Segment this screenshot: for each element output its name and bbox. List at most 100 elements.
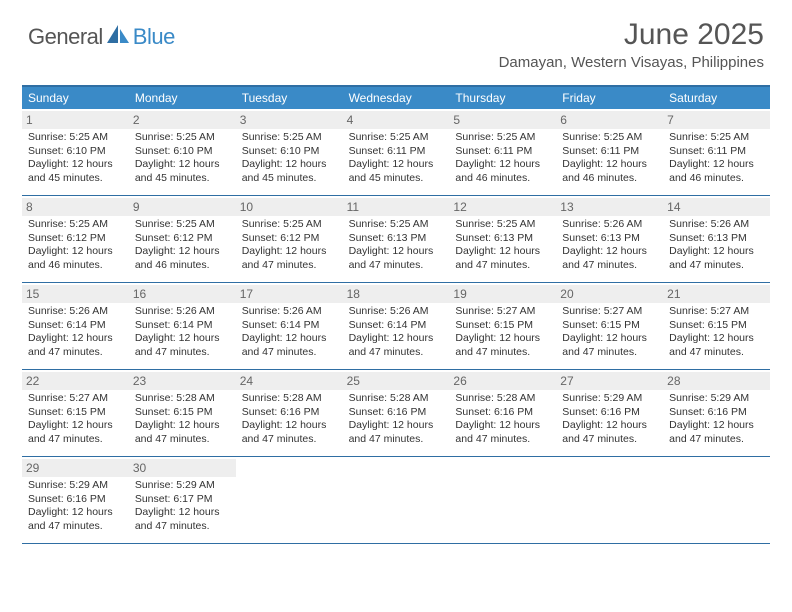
header: General Blue June 2025 Damayan, Western … bbox=[0, 0, 792, 77]
sunrise-line: Sunrise: 5:26 AM bbox=[349, 305, 444, 319]
daylight-line: Daylight: 12 hours and 47 minutes. bbox=[562, 332, 657, 359]
day-cell: 4Sunrise: 5:25 AMSunset: 6:11 PMDaylight… bbox=[343, 109, 450, 195]
sunset-line: Sunset: 6:16 PM bbox=[28, 493, 123, 507]
day-number: 7 bbox=[663, 111, 770, 129]
dow-cell: Sunday bbox=[22, 87, 129, 109]
location-text: Damayan, Western Visayas, Philippines bbox=[499, 54, 764, 71]
day-number: 24 bbox=[236, 372, 343, 390]
daylight-line: Daylight: 12 hours and 47 minutes. bbox=[135, 332, 230, 359]
day-cell-empty bbox=[663, 457, 770, 543]
dow-cell: Thursday bbox=[449, 87, 556, 109]
logo-text-general: General bbox=[28, 24, 103, 50]
day-number: 19 bbox=[449, 285, 556, 303]
day-cell: 26 Sunrise: 5:28 AMSunset: 6:16 PMDayligh… bbox=[449, 370, 556, 456]
day-cell: 1Sunrise: 5:25 AMSunset: 6:10 PMDaylight… bbox=[22, 109, 129, 195]
sunrise-line: Sunrise: 5:28 AM bbox=[455, 392, 550, 406]
daylight-line: Daylight: 12 hours and 47 minutes. bbox=[242, 245, 337, 272]
sunset-line: Sunset: 6:10 PM bbox=[28, 145, 123, 159]
daylight-line: Daylight: 12 hours and 45 minutes. bbox=[135, 158, 230, 185]
day-cell: 18 Sunrise: 5:26 AMSunset: 6:14 PMDayligh… bbox=[343, 283, 450, 369]
sunset-line: Sunset: 6:16 PM bbox=[455, 406, 550, 420]
day-cell-empty bbox=[343, 457, 450, 543]
sunrise-line: Sunrise: 5:26 AM bbox=[28, 305, 123, 319]
sunrise-line: Sunrise: 5:25 AM bbox=[669, 131, 764, 145]
sunset-line: Sunset: 6:13 PM bbox=[455, 232, 550, 246]
sunset-line: Sunset: 6:14 PM bbox=[349, 319, 444, 333]
daylight-line: Daylight: 12 hours and 45 minutes. bbox=[349, 158, 444, 185]
day-number: 29 bbox=[22, 459, 129, 477]
day-number: 14 bbox=[663, 198, 770, 216]
days-of-week-row: SundayMondayTuesdayWednesdayThursdayFrid… bbox=[22, 87, 770, 109]
daylight-line: Daylight: 12 hours and 47 minutes. bbox=[349, 332, 444, 359]
day-cell: 29 Sunrise: 5:29 AMSunset: 6:16 PMDayligh… bbox=[22, 457, 129, 543]
sunrise-line: Sunrise: 5:27 AM bbox=[562, 305, 657, 319]
sunrise-line: Sunrise: 5:25 AM bbox=[242, 131, 337, 145]
day-cell: 17 Sunrise: 5:26 AMSunset: 6:14 PMDayligh… bbox=[236, 283, 343, 369]
day-number: 20 bbox=[556, 285, 663, 303]
sunrise-line: Sunrise: 5:29 AM bbox=[28, 479, 123, 493]
sunset-line: Sunset: 6:17 PM bbox=[135, 493, 230, 507]
sunset-line: Sunset: 6:12 PM bbox=[28, 232, 123, 246]
day-number: 18 bbox=[343, 285, 450, 303]
sunset-line: Sunset: 6:12 PM bbox=[242, 232, 337, 246]
sunset-line: Sunset: 6:15 PM bbox=[455, 319, 550, 333]
sunrise-line: Sunrise: 5:25 AM bbox=[135, 131, 230, 145]
sunset-line: Sunset: 6:15 PM bbox=[135, 406, 230, 420]
sunset-line: Sunset: 6:16 PM bbox=[562, 406, 657, 420]
daylight-line: Daylight: 12 hours and 46 minutes. bbox=[669, 158, 764, 185]
day-number: 26 bbox=[449, 372, 556, 390]
daylight-line: Daylight: 12 hours and 45 minutes. bbox=[242, 158, 337, 185]
sunrise-line: Sunrise: 5:25 AM bbox=[28, 131, 123, 145]
day-number: 8 bbox=[22, 198, 129, 216]
sunrise-line: Sunrise: 5:29 AM bbox=[669, 392, 764, 406]
day-cell: 25Sunrise: 5:28 AMSunset: 6:16 PMDayligh… bbox=[343, 370, 450, 456]
sunset-line: Sunset: 6:12 PM bbox=[135, 232, 230, 246]
day-cell: 5Sunrise: 5:25 AMSunset: 6:11 PMDaylight… bbox=[449, 109, 556, 195]
day-number: 30 bbox=[129, 459, 236, 477]
daylight-line: Daylight: 12 hours and 47 minutes. bbox=[455, 419, 550, 446]
day-number: 10 bbox=[236, 198, 343, 216]
day-cell: 10Sunrise: 5:25 AMSunset: 6:12 PMDayligh… bbox=[236, 196, 343, 282]
sunrise-line: Sunrise: 5:25 AM bbox=[455, 218, 550, 232]
day-number: 27 bbox=[556, 372, 663, 390]
sunrise-line: Sunrise: 5:26 AM bbox=[242, 305, 337, 319]
sunset-line: Sunset: 6:11 PM bbox=[349, 145, 444, 159]
sunset-line: Sunset: 6:14 PM bbox=[242, 319, 337, 333]
day-cell: 22Sunrise: 5:27 AMSunset: 6:15 PMDayligh… bbox=[22, 370, 129, 456]
day-cell: 9Sunrise: 5:25 AMSunset: 6:12 PMDaylight… bbox=[129, 196, 236, 282]
day-cell: 2Sunrise: 5:25 AMSunset: 6:10 PMDaylight… bbox=[129, 109, 236, 195]
week-row: 29 Sunrise: 5:29 AMSunset: 6:16 PMDayligh… bbox=[22, 457, 770, 544]
sunrise-line: Sunrise: 5:27 AM bbox=[669, 305, 764, 319]
day-number: 22 bbox=[22, 372, 129, 390]
daylight-line: Daylight: 12 hours and 47 minutes. bbox=[242, 332, 337, 359]
daylight-line: Daylight: 12 hours and 46 minutes. bbox=[28, 245, 123, 272]
daylight-line: Daylight: 12 hours and 47 minutes. bbox=[669, 332, 764, 359]
day-cell: 7Sunrise: 5:25 AMSunset: 6:11 PMDaylight… bbox=[663, 109, 770, 195]
sunset-line: Sunset: 6:14 PM bbox=[28, 319, 123, 333]
sunrise-line: Sunrise: 5:25 AM bbox=[135, 218, 230, 232]
daylight-line: Daylight: 12 hours and 47 minutes. bbox=[242, 419, 337, 446]
weeks-container: 1Sunrise: 5:25 AMSunset: 6:10 PMDaylight… bbox=[22, 109, 770, 544]
sunset-line: Sunset: 6:16 PM bbox=[242, 406, 337, 420]
day-number: 28 bbox=[663, 372, 770, 390]
day-number: 17 bbox=[236, 285, 343, 303]
day-number: 12 bbox=[449, 198, 556, 216]
sunrise-line: Sunrise: 5:27 AM bbox=[28, 392, 123, 406]
sunrise-line: Sunrise: 5:28 AM bbox=[135, 392, 230, 406]
week-row: 15Sunrise: 5:26 AMSunset: 6:14 PMDayligh… bbox=[22, 283, 770, 370]
dow-cell: Monday bbox=[129, 87, 236, 109]
sunrise-line: Sunrise: 5:25 AM bbox=[349, 218, 444, 232]
day-number: 16 bbox=[129, 285, 236, 303]
sunset-line: Sunset: 6:10 PM bbox=[135, 145, 230, 159]
day-cell: 27Sunrise: 5:29 AMSunset: 6:16 PMDayligh… bbox=[556, 370, 663, 456]
day-cell: 14Sunrise: 5:26 AMSunset: 6:13 PMDayligh… bbox=[663, 196, 770, 282]
daylight-line: Daylight: 12 hours and 47 minutes. bbox=[349, 245, 444, 272]
week-row: 22 Sunrise: 5:27 AM Sunset: 6:15 PM Dayligh… bbox=[22, 370, 770, 457]
day-number: 23 bbox=[129, 372, 236, 390]
day-cell: 3Sunrise: 5:25 AMSunset: 6:10 PMDaylight… bbox=[236, 109, 343, 195]
daylight-line: Daylight: 12 hours and 47 minutes. bbox=[28, 506, 123, 533]
dow-cell: Saturday bbox=[663, 87, 770, 109]
day-number: 1 bbox=[22, 111, 129, 129]
daylight-line: Daylight: 12 hours and 46 minutes. bbox=[455, 158, 550, 185]
daylight-line: Daylight: 12 hours and 46 minutes. bbox=[135, 245, 230, 272]
